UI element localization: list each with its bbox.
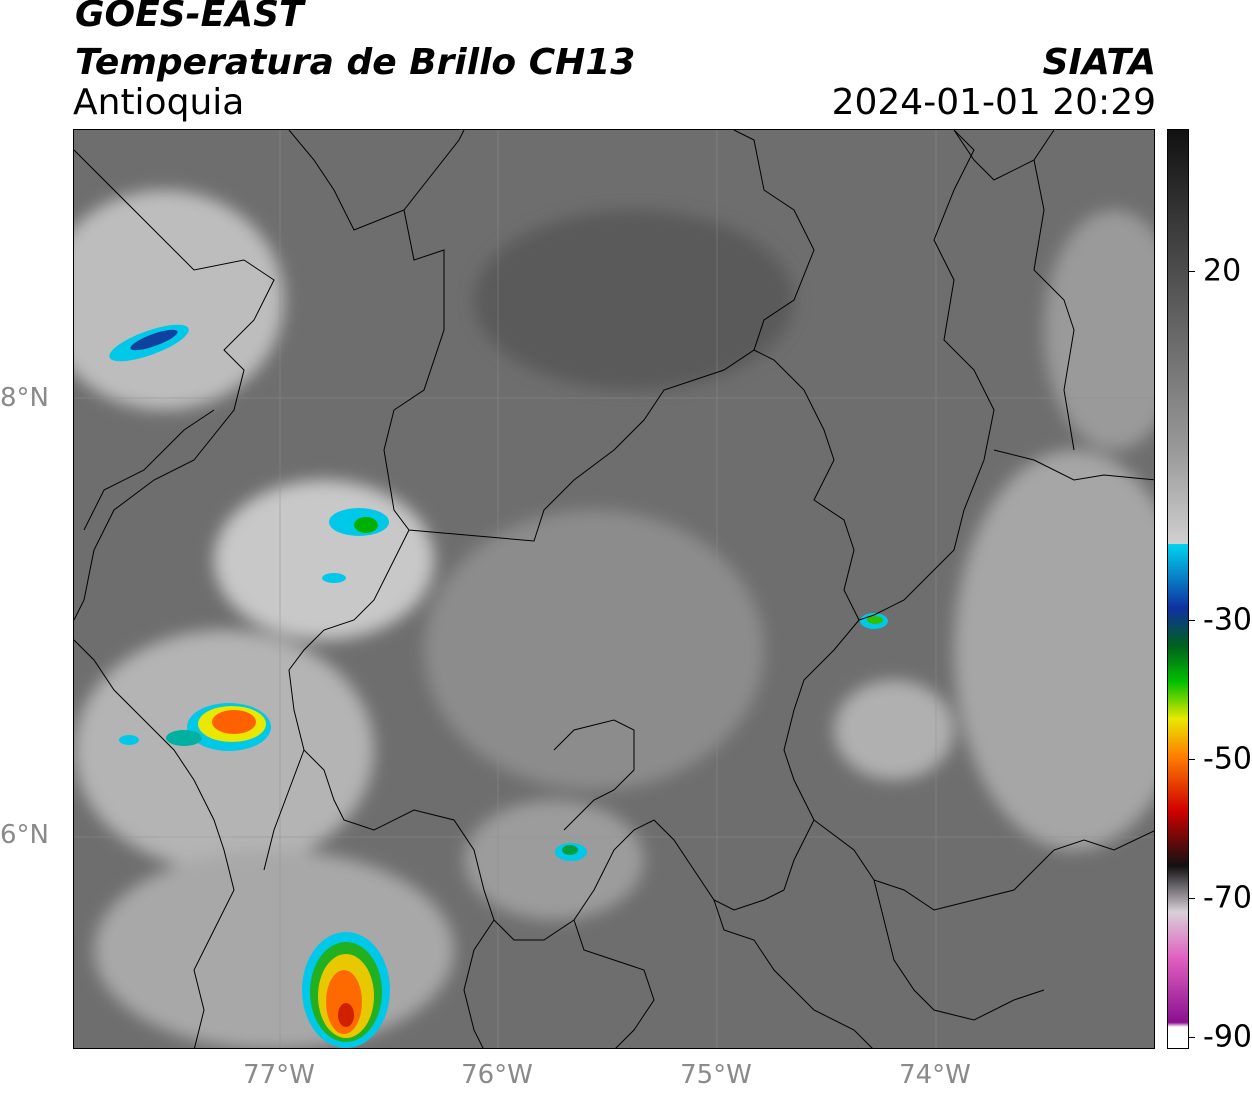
gridlines [74,130,1154,1048]
map-canvas [74,130,1154,1048]
political-boundaries [74,130,1154,1048]
lat-tick-8n: 8°N [0,383,49,413]
satellite-title: GOES-EAST [75,0,304,35]
lon-tick-77w: 77°W [243,1060,315,1090]
colorbar-label-minus50: -50 [1203,741,1252,777]
colorbar-tickmark-20 [1189,271,1195,272]
colorbar-label-20: 20 [1203,253,1242,289]
convective-cell-choco [302,932,390,1048]
colorbar-tickmark-minus30 [1189,620,1195,621]
colorbar-tickmark-minus90 [1189,1037,1195,1038]
lat-tick-6n: 6°N [0,820,49,850]
datetime-label: 2024-01-01 20:29 [831,82,1156,123]
organization-label: SIATA [1042,42,1156,83]
lon-tick-76w: 76°W [461,1060,533,1090]
lon-tick-75w: 75°W [680,1060,752,1090]
cloud-texture [74,190,1154,1048]
convective-cell-pacific [119,703,271,751]
satellite-map[interactable] [73,129,1155,1049]
colorbar-label-minus30: -30 [1203,602,1252,638]
region-label: Antioquia [73,82,245,123]
colorbar-gradient [1168,130,1188,1048]
colorbar-tickmark-minus50 [1189,759,1195,760]
product-title: Temperatura de Brillo CH13 [75,42,636,83]
convective-cell-northwest [109,324,189,362]
lon-tick-74w: 74°W [899,1060,971,1090]
colorbar [1167,129,1189,1049]
convective-cell-medellin [555,843,587,861]
colorbar-label-minus90: -90 [1203,1019,1252,1055]
colorbar-label-minus70: -70 [1203,880,1252,916]
colorbar-tickmark-minus70 [1189,898,1195,899]
convective-cell-uraba [322,508,389,583]
